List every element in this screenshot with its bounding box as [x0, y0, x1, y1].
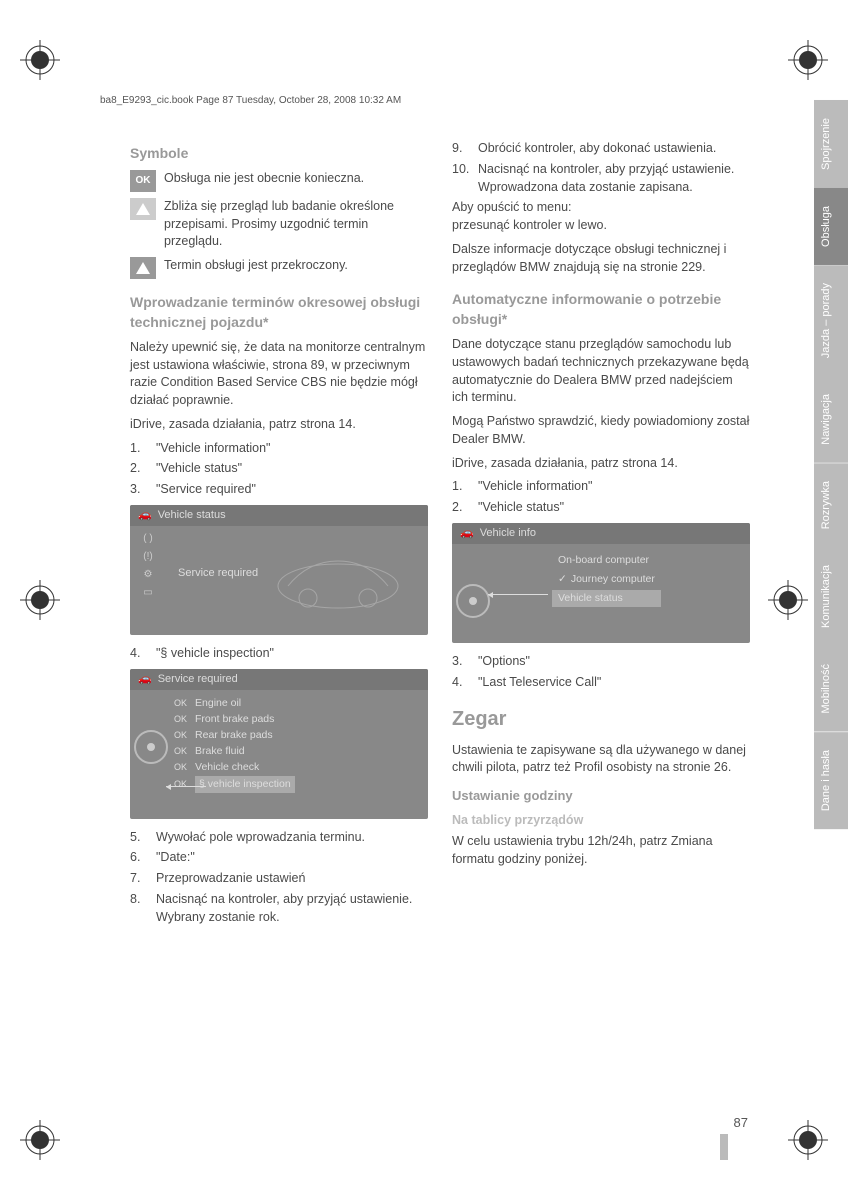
step-num: 6.	[130, 849, 148, 867]
body-text: Należy upewnić się, że data na monitorze…	[130, 339, 428, 410]
step-num: 2.	[130, 460, 148, 478]
tire-icon: ( )	[140, 532, 156, 546]
pointer-line	[166, 786, 206, 787]
crop-mark	[20, 580, 60, 620]
step-num: 4.	[130, 645, 148, 663]
body-text: Aby opuścić to menu:przesunąć kontroler …	[452, 199, 750, 235]
crop-mark	[788, 40, 828, 80]
step-text: "Vehicle status"	[478, 499, 564, 517]
step-text: Obrócić kontroler, aby dokonać ustawieni…	[478, 140, 716, 158]
step-text: "Vehicle information"	[478, 478, 593, 496]
tab-jazda[interactable]: Jazda – porady	[814, 265, 848, 376]
body-text: Mogą Państwo sprawdzić, kiedy powiadomio…	[452, 413, 750, 449]
step-num: 10.	[452, 161, 470, 197]
page-marker	[720, 1134, 728, 1160]
tab-rozrywka[interactable]: Rozrywka	[814, 463, 848, 547]
menu-item: Journey computer	[552, 571, 661, 588]
warning-icon	[130, 198, 156, 220]
step-num: 4.	[452, 674, 470, 692]
symbol-text: Termin obsługi jest przekroczony.	[164, 257, 348, 275]
step-text: "§ vehicle inspection"	[156, 645, 274, 663]
step-num: 9.	[452, 140, 470, 158]
body-text: iDrive, zasada działania, patrz strona 1…	[130, 416, 428, 434]
body-text: Ustawienia te zapisywane są dla używaneg…	[452, 742, 750, 778]
step-text: Wywołać pole wprowadzania terminu.	[156, 829, 365, 847]
step-num: 3.	[130, 481, 148, 499]
step-text: "Vehicle status"	[156, 460, 242, 478]
body-text: iDrive, zasada działania, patrz strona 1…	[452, 455, 750, 473]
header-meta: ba8_E9293_cic.book Page 87 Tuesday, Octo…	[100, 95, 401, 106]
tab-obsluga[interactable]: Obsługa	[814, 188, 848, 265]
body-text: Dane dotyczące stanu przeglądów samochod…	[452, 336, 750, 407]
tab-nawigacja[interactable]: Nawigacja	[814, 376, 848, 463]
car-icon: 🚗	[138, 508, 152, 524]
symbol-text: Zbliża się przegląd lub badanie określon…	[164, 198, 428, 251]
screenshot-service-required: 🚗Service required OKEngine oil OKFront b…	[130, 669, 428, 819]
step-text: Przeprowadzanie ustawień	[156, 870, 305, 888]
step-num: 1.	[452, 478, 470, 496]
tab-mobilnosc[interactable]: Mobilność	[814, 646, 848, 732]
car-icon: 🚗	[138, 672, 152, 688]
body-text: W celu ustawienia trybu 12h/24h, patrz Z…	[452, 833, 750, 869]
service-required-label: Service required	[178, 566, 258, 582]
step-num: 7.	[130, 870, 148, 888]
tab-dane[interactable]: Dane i hasła	[814, 732, 848, 829]
controller-icon	[456, 584, 490, 618]
menu-item-selected: Vehicle status	[552, 590, 661, 607]
step-text: "Vehicle information"	[156, 440, 271, 458]
tab-komunikacja[interactable]: Komunikacja	[814, 547, 848, 646]
step-text: "Date:"	[156, 849, 195, 867]
symbol-text: Obsługa nie jest obecnie konieczna.	[164, 170, 364, 188]
step-text: "Options"	[478, 653, 530, 671]
step-num: 3.	[452, 653, 470, 671]
step-num: 1.	[130, 440, 148, 458]
crop-mark	[768, 580, 808, 620]
zegar-heading: Zegar	[452, 705, 750, 733]
step-text: Nacisnąć na kontroler, aby przyjąć ustaw…	[156, 891, 428, 927]
wprow-heading: Wprowadzanie terminów okresowej obsługi …	[130, 293, 428, 333]
left-column: Symbole OK Obsługa nie jest obecnie koni…	[130, 140, 428, 929]
step-text: Nacisnąć na kontroler, aby przyjąć ustaw…	[478, 161, 750, 197]
tire-icon: (!)	[140, 550, 156, 564]
symbole-heading: Symbole	[130, 144, 428, 164]
warning-dark-icon	[130, 257, 156, 279]
car-icon: 🚗	[460, 526, 474, 542]
ok-icon: OK	[130, 170, 156, 192]
tab-heading: Na tablicy przyrządów	[452, 812, 750, 830]
right-column: 9. Obrócić kontroler, aby dokonać ustawie…	[452, 140, 750, 929]
step-num: 2.	[452, 499, 470, 517]
side-tabs: Spojrzenie Obsługa Jazda – porady Nawiga…	[814, 100, 848, 829]
screenshot-vehicle-status: 🚗Vehicle status ( ) (!) ⚙ ▭ Service requ…	[130, 505, 428, 635]
tab-spojrzenie[interactable]: Spojrzenie	[814, 100, 848, 188]
step-num: 5.	[130, 829, 148, 847]
pointer-line	[488, 594, 548, 595]
car-wireframe-icon	[268, 536, 408, 616]
car-small-icon: ▭	[140, 586, 156, 600]
page-number: 87	[734, 1115, 748, 1130]
step-text: "Service required"	[156, 481, 256, 499]
screenshot-vehicle-info: 🚗Vehicle info On-board computer Journey …	[452, 523, 750, 643]
step-num: 8.	[130, 891, 148, 927]
auto-heading: Automatyczne informowanie o potrzebie ob…	[452, 290, 750, 330]
controller-icon	[134, 730, 168, 764]
crop-mark	[788, 1120, 828, 1160]
crop-mark	[20, 40, 60, 80]
ust-heading: Ustawianie godziny	[452, 787, 750, 805]
engine-icon: ⚙	[140, 568, 156, 582]
body-text: Dalsze informacje dotyczące obsługi tech…	[452, 241, 750, 277]
step-text: "Last Teleservice Call"	[478, 674, 601, 692]
crop-mark	[20, 1120, 60, 1160]
menu-item: On-board computer	[552, 552, 661, 569]
